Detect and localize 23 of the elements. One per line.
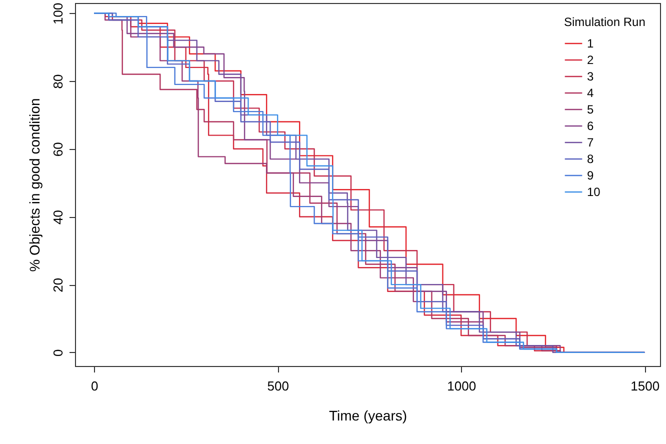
legend-label: 2 <box>587 53 594 67</box>
legend-label: 5 <box>587 102 594 116</box>
legend-label: 7 <box>587 136 594 150</box>
y-tick-label: 0 <box>50 349 66 357</box>
x-tick-label: 1500 <box>630 378 660 394</box>
y-axis-title: % Objects in good condition <box>26 98 42 272</box>
y-tick-label: 100 <box>50 2 66 25</box>
x-tick-label: 0 <box>90 378 98 394</box>
x-tick-label: 1000 <box>447 378 476 394</box>
y-tick-label: 20 <box>50 278 66 292</box>
legend-label: 1 <box>587 36 594 50</box>
legend-label: 10 <box>587 185 601 199</box>
x-axis-title: Time (years) <box>328 408 408 424</box>
x-tick-label: 500 <box>267 378 289 394</box>
y-tick-label: 80 <box>50 74 66 89</box>
legend-label: 8 <box>587 152 594 166</box>
legend-title: Simulation Run <box>564 15 646 29</box>
legend-label: 4 <box>587 86 594 100</box>
legend-label: 6 <box>587 119 594 133</box>
y-tick-label: 60 <box>50 142 66 157</box>
legend-label: 3 <box>587 70 594 84</box>
legend-label: 9 <box>587 168 594 182</box>
y-tick-label: 40 <box>50 210 66 224</box>
